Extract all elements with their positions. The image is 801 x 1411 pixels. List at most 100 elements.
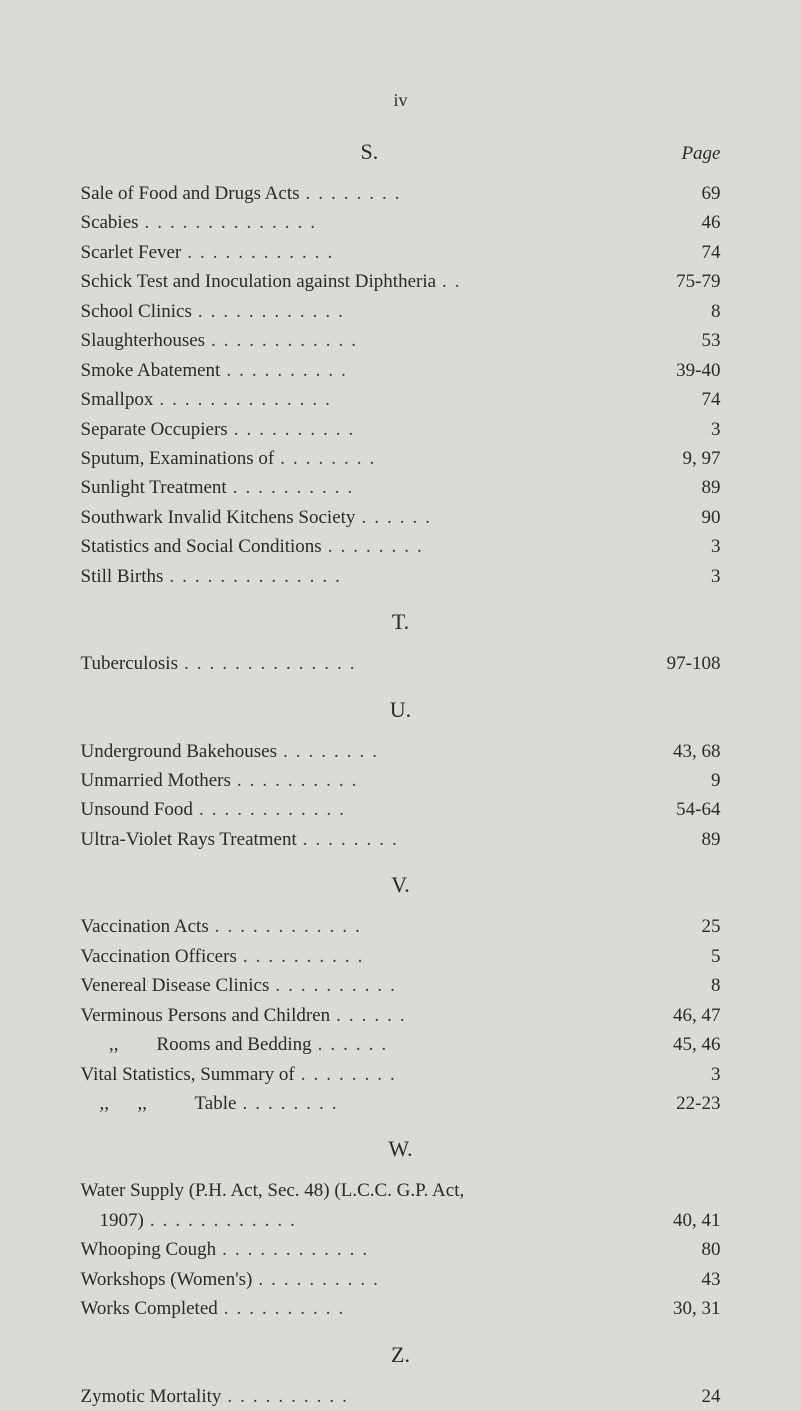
index-entry: Southwark Invalid Kitchens Society......… [81,503,721,532]
index-entry: Ultra-Violet Rays Treatment........89 [81,825,721,854]
entry-label: Schick Test and Inoculation against Diph… [81,267,437,296]
entry-dots: ............ [193,795,661,824]
index-entry: Unsound Food............54-64 [81,795,721,824]
entry-dots: ............ [216,1235,660,1264]
entry-pages: 40, 41 [661,1206,721,1235]
entry-pages: 22-23 [661,1089,721,1118]
index-entry: Scabies..............46 [81,208,721,237]
index-entry: Vital Statistics, Summary of........3 [81,1060,721,1089]
entry-dots: .......... [228,415,661,444]
section-v-entries: Vaccination Acts............25 Vaccinati… [81,912,721,1118]
entry-dots: .............. [139,208,661,237]
index-entry: Sale of Food and Drugs Acts........69 [81,179,721,208]
entry-label: Smoke Abatement [81,356,221,385]
entry-dots: ............ [181,238,660,267]
entry-label: Water Supply (P.H. Act, Sec. 48) (L.C.C.… [81,1176,465,1205]
index-entry: Verminous Persons and Children......46, … [81,1001,721,1030]
entry-dots: ............ [209,912,661,941]
entry-dots: ........ [295,1060,661,1089]
entry-dots: .............. [178,649,661,678]
index-entry: 1907)............40, 41 [81,1206,721,1235]
entry-label: Smallpox [81,385,154,414]
entry-label: Works Completed [81,1294,218,1323]
section-t-entries: Tuberculosis..............97-108 [81,649,721,678]
section-letter-u: U. [81,697,721,723]
section-s-entries: Sale of Food and Drugs Acts........69 Sc… [81,179,721,591]
entry-pages: 5 [661,942,721,971]
section-letter-t: T. [81,609,721,635]
index-entry: ,, ,, Table........22-23 [81,1089,721,1118]
index-entry: Underground Bakehouses........43, 68 [81,737,721,766]
entry-dots: .......... [269,971,660,1000]
entry-dots: ............ [205,326,660,355]
entry-label: ,, ,, Table [81,1089,237,1118]
entry-pages: 8 [661,297,721,326]
entry-pages: 54-64 [661,795,721,824]
entry-dots: .. [436,267,660,296]
entry-dots: .......... [252,1265,660,1294]
entry-dots: ........ [300,179,661,208]
section-letter-s: S. [361,139,379,165]
entry-pages: 97-108 [661,649,721,678]
entry-dots: .......... [227,473,661,502]
index-entry: ,, Rooms and Bedding......45, 46 [81,1030,721,1059]
entry-pages: 3 [661,532,721,561]
entry-label: School Clinics [81,297,192,326]
entry-pages: 3 [661,562,721,591]
entry-dots: .......... [237,942,661,971]
entry-pages: 43, 68 [661,737,721,766]
entry-label: Statistics and Social Conditions [81,532,322,561]
index-entry: Whooping Cough............80 [81,1235,721,1264]
index-entry: Sputum, Examinations of........9, 97 [81,444,721,473]
index-entry: Tuberculosis..............97-108 [81,649,721,678]
entry-pages: 46 [661,208,721,237]
section-u-entries: Underground Bakehouses........43, 68 Unm… [81,737,721,855]
entry-dots: ........ [274,444,660,473]
section-w-entries: Water Supply (P.H. Act, Sec. 48) (L.C.C.… [81,1176,721,1323]
entry-pages: 90 [661,503,721,532]
entry-dots: .......... [220,356,660,385]
entry-pages: 24 [661,1382,721,1411]
entry-pages: 30, 31 [661,1294,721,1323]
entry-pages: 43 [661,1265,721,1294]
index-entry: Schick Test and Inoculation against Diph… [81,267,721,296]
entry-label: Ultra-Violet Rays Treatment [81,825,297,854]
section-s-header-row: S. Page [81,139,721,165]
entry-label: Scabies [81,208,139,237]
entry-label: Unmarried Mothers [81,766,231,795]
index-entry: Workshops (Women's)..........43 [81,1265,721,1294]
entry-label: Venereal Disease Clinics [81,971,270,1000]
entry-dots: ........ [322,532,661,561]
entry-label: Southwark Invalid Kitchens Society [81,503,356,532]
index-entry: Still Births..............3 [81,562,721,591]
entry-label: ,, Rooms and Bedding [81,1030,312,1059]
entry-pages: 74 [661,385,721,414]
index-entry: Smallpox..............74 [81,385,721,414]
entry-pages: 75-79 [661,267,721,296]
entry-pages: 89 [661,473,721,502]
entry-label: Scarlet Fever [81,238,182,267]
entry-dots: .......... [221,1382,660,1411]
entry-dots: ...... [355,503,660,532]
entry-dots: .............. [163,562,660,591]
entry-label: Workshops (Women's) [81,1265,253,1294]
index-entry: Vaccination Acts............25 [81,912,721,941]
entry-label: Separate Occupiers [81,415,228,444]
index-entry: Zymotic Mortality..........24 [81,1382,721,1411]
entry-label: Vaccination Acts [81,912,209,941]
entry-label: Sale of Food and Drugs Acts [81,179,300,208]
entry-dots: ...... [330,1001,660,1030]
index-entry: Venereal Disease Clinics..........8 [81,971,721,1000]
index-entry: Unmarried Mothers..........9 [81,766,721,795]
entry-pages: 9 [661,766,721,795]
entry-pages: 80 [661,1235,721,1264]
section-z-entries: Zymotic Mortality..........24 [81,1382,721,1411]
entry-pages: 45, 46 [661,1030,721,1059]
index-entry: Water Supply (P.H. Act, Sec. 48) (L.C.C.… [81,1176,721,1205]
entry-pages: 9, 97 [661,444,721,473]
entry-label: Still Births [81,562,164,591]
entry-label: Vaccination Officers [81,942,237,971]
page-column-label: Page [681,143,720,165]
entry-pages: 89 [661,825,721,854]
entry-pages: 3 [661,415,721,444]
